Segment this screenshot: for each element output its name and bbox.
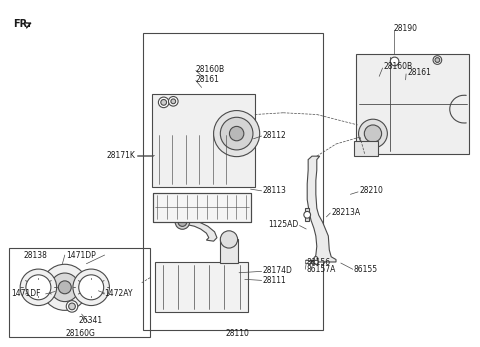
Text: 28190: 28190 — [394, 24, 418, 33]
Bar — [9, 248, 150, 337]
Circle shape — [220, 117, 253, 150]
Text: 28112: 28112 — [263, 131, 286, 140]
Circle shape — [364, 125, 382, 142]
Text: 28210: 28210 — [359, 186, 383, 195]
Circle shape — [59, 281, 71, 294]
Text: 26341: 26341 — [78, 316, 102, 325]
Text: FR.: FR. — [13, 19, 31, 28]
Bar — [220, 239, 238, 263]
Circle shape — [66, 301, 78, 312]
Circle shape — [359, 119, 387, 148]
Text: 86156: 86156 — [306, 258, 330, 267]
Circle shape — [161, 100, 167, 105]
Bar — [153, 193, 251, 222]
Circle shape — [435, 58, 440, 62]
Circle shape — [175, 215, 190, 229]
Text: 28174D: 28174D — [263, 266, 292, 275]
Circle shape — [168, 96, 178, 106]
Circle shape — [69, 303, 75, 310]
Text: 28110: 28110 — [226, 329, 250, 338]
Bar — [155, 262, 248, 312]
Circle shape — [314, 256, 318, 261]
Text: 28138: 28138 — [23, 251, 47, 260]
Text: 1471DF: 1471DF — [12, 289, 41, 298]
Circle shape — [214, 111, 260, 156]
Circle shape — [433, 56, 442, 64]
Polygon shape — [305, 208, 309, 221]
Text: 28160B: 28160B — [383, 62, 412, 71]
Text: 28160B: 28160B — [196, 65, 225, 74]
Polygon shape — [307, 156, 336, 262]
Text: 1472AY: 1472AY — [105, 289, 133, 298]
Circle shape — [26, 275, 51, 300]
Circle shape — [20, 269, 57, 306]
Text: 28111: 28111 — [263, 276, 286, 285]
Bar — [356, 54, 469, 154]
Text: 28160G: 28160G — [66, 329, 96, 338]
Circle shape — [158, 97, 169, 108]
Text: 1471DP: 1471DP — [66, 251, 96, 260]
Bar — [152, 94, 255, 187]
Circle shape — [171, 99, 176, 104]
Polygon shape — [182, 219, 217, 241]
Circle shape — [313, 260, 318, 264]
Circle shape — [79, 275, 104, 300]
Text: 28113: 28113 — [263, 186, 287, 195]
Text: 28171K: 28171K — [107, 151, 135, 160]
Text: 86157A: 86157A — [306, 265, 336, 274]
Bar — [153, 193, 251, 222]
Text: 28161: 28161 — [407, 68, 431, 77]
Text: 1125AD: 1125AD — [268, 220, 299, 229]
Circle shape — [229, 126, 244, 141]
Circle shape — [178, 218, 187, 226]
Text: 28161: 28161 — [196, 75, 220, 84]
Text: 86155: 86155 — [354, 265, 378, 274]
Text: 28213A: 28213A — [331, 208, 360, 217]
Circle shape — [390, 57, 399, 66]
Circle shape — [73, 269, 109, 306]
Circle shape — [42, 264, 88, 310]
Circle shape — [304, 211, 311, 218]
Polygon shape — [354, 141, 378, 156]
Bar — [143, 33, 323, 330]
Circle shape — [220, 231, 238, 248]
Circle shape — [50, 273, 79, 302]
